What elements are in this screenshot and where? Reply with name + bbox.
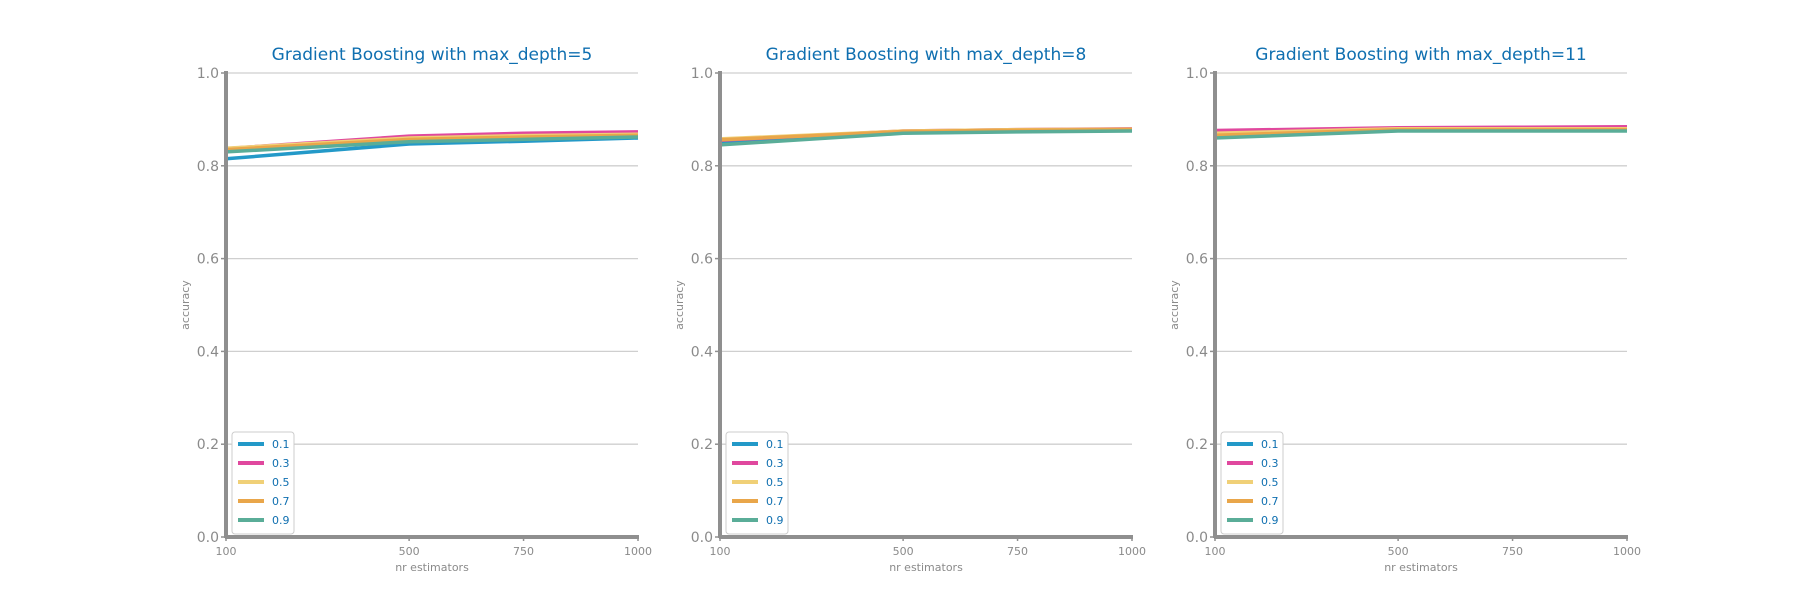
- x-tick-label: 750: [1007, 545, 1028, 558]
- legend-label: 0.5: [766, 476, 784, 489]
- legend-label: 0.9: [272, 514, 290, 527]
- y-tick-label: 0.4: [691, 344, 713, 360]
- y-tick-label: 0.0: [1186, 530, 1208, 546]
- chart-title: Gradient Boosting with max_depth=11: [1255, 45, 1586, 65]
- legend-label: 0.1: [272, 438, 290, 451]
- legend: 0.1 0.3 0.5 0.7 0.9: [725, 431, 789, 535]
- series-line-0.9: [1214, 129, 1627, 140]
- legend-label: 0.7: [272, 495, 290, 508]
- chart-panel-2: Gradient Boosting with max_depth=8 0.0 0.2…: [673, 45, 1146, 574]
- chart-title: Gradient Boosting with max_depth=5: [272, 45, 593, 65]
- legend-label: 0.3: [272, 457, 290, 470]
- x-tick-label: 750: [513, 545, 534, 558]
- legend-label: 0.5: [272, 476, 290, 489]
- x-tick-label: 100: [1205, 545, 1226, 558]
- x-tick-label: 1000: [1613, 545, 1641, 558]
- y-tick-label: 0.8: [1186, 159, 1208, 175]
- y-tick-label: 0.2: [197, 437, 219, 453]
- legend: 0.1 0.3 0.5 0.7 0.9: [1220, 431, 1284, 535]
- y-tick-label: 0.0: [691, 530, 713, 546]
- series-line-0.9: [225, 135, 639, 154]
- chart-panel-1: Gradient Boosting with max_depth=5 0.0 0.2…: [179, 45, 652, 574]
- legend-label: 0.1: [766, 438, 784, 451]
- y-tick-label: 0.4: [197, 344, 219, 360]
- x-tick-label: 1000: [1118, 545, 1146, 558]
- y-axis-label: accuracy: [673, 280, 686, 330]
- x-tick-label: 500: [893, 545, 914, 558]
- y-tick-label: 0.6: [691, 252, 713, 268]
- legend-label: 0.9: [1261, 514, 1279, 527]
- y-tick-label: 1.0: [197, 66, 219, 82]
- legend-label: 0.7: [766, 495, 784, 508]
- x-tick-label: 1000: [624, 545, 652, 558]
- y-axis-label: accuracy: [1168, 280, 1181, 330]
- y-tick-label: 0.0: [197, 530, 219, 546]
- series-line-0.7: [225, 133, 639, 152]
- y-tick-label: 0.4: [1186, 344, 1208, 360]
- x-axis-label: nr estimators: [889, 561, 963, 574]
- y-tick-label: 0.8: [691, 159, 713, 175]
- y-tick-label: 0.6: [197, 252, 219, 268]
- x-axis-label: nr estimators: [395, 561, 469, 574]
- x-tick-label: 750: [1502, 545, 1523, 558]
- x-tick-label: 500: [399, 545, 420, 558]
- legend-label: 0.3: [1261, 457, 1279, 470]
- chart-title: Gradient Boosting with max_depth=8: [766, 45, 1087, 65]
- legend: 0.1 0.3 0.5 0.7 0.9: [231, 431, 295, 535]
- y-tick-label: 0.2: [691, 437, 713, 453]
- legend-label: 0.1: [1261, 438, 1279, 451]
- x-tick-label: 500: [1388, 545, 1409, 558]
- y-tick-label: 1.0: [1186, 66, 1208, 82]
- y-tick-label: 0.8: [197, 159, 219, 175]
- legend-label: 0.9: [766, 514, 784, 527]
- y-tick-label: 0.6: [1186, 252, 1208, 268]
- y-tick-label: 1.0: [691, 66, 713, 82]
- x-axis-label: nr estimators: [1384, 561, 1458, 574]
- legend-label: 0.7: [1261, 495, 1279, 508]
- y-axis-label: accuracy: [179, 280, 192, 330]
- chart-panel-3: Gradient Boosting with max_depth=11 0.0 0.…: [1168, 45, 1641, 574]
- series-line-0.9: [719, 129, 1133, 147]
- legend-label: 0.3: [766, 457, 784, 470]
- legend-label: 0.5: [1261, 476, 1279, 489]
- x-tick-label: 100: [216, 545, 237, 558]
- x-tick-label: 100: [710, 545, 731, 558]
- y-tick-label: 0.2: [1186, 437, 1208, 453]
